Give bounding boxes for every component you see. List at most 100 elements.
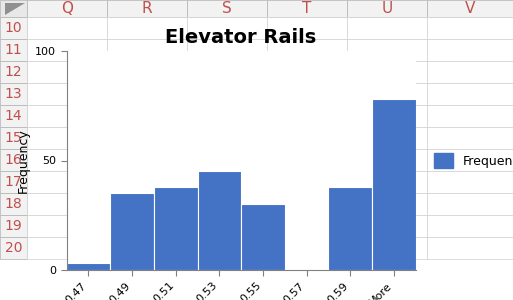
Text: U: U xyxy=(381,1,392,16)
Bar xyxy=(107,149,187,171)
Bar xyxy=(187,83,267,105)
Bar xyxy=(107,237,187,259)
Bar xyxy=(427,171,513,193)
Bar xyxy=(107,39,187,61)
Bar xyxy=(0,17,27,39)
Bar xyxy=(347,149,427,171)
Bar xyxy=(267,193,347,215)
Bar xyxy=(427,215,513,237)
Bar xyxy=(107,17,187,39)
Bar xyxy=(107,105,187,127)
Bar xyxy=(27,17,107,39)
Legend: Frequency: Frequency xyxy=(429,148,513,173)
Bar xyxy=(427,61,513,83)
Text: 16: 16 xyxy=(5,153,23,167)
Bar xyxy=(427,105,513,127)
Bar xyxy=(0,127,27,149)
Bar xyxy=(267,105,347,127)
Bar xyxy=(187,193,267,215)
Bar xyxy=(267,127,347,149)
Bar xyxy=(347,0,427,17)
Bar xyxy=(347,215,427,237)
Bar xyxy=(427,39,513,61)
Bar xyxy=(27,127,107,149)
Bar xyxy=(107,215,187,237)
Bar xyxy=(187,39,267,61)
Bar xyxy=(27,0,107,17)
Bar xyxy=(27,193,107,215)
Bar xyxy=(347,17,427,39)
Bar xyxy=(427,237,513,259)
Text: V: V xyxy=(465,1,475,16)
Bar xyxy=(187,149,267,171)
Text: R: R xyxy=(142,1,152,16)
Text: 14: 14 xyxy=(5,109,22,123)
Bar xyxy=(267,149,347,171)
Bar xyxy=(267,17,347,39)
Bar xyxy=(347,193,427,215)
Bar xyxy=(107,61,187,83)
Bar xyxy=(107,171,187,193)
Text: S: S xyxy=(222,1,232,16)
Text: 10: 10 xyxy=(5,21,22,35)
Bar xyxy=(27,215,107,237)
Bar xyxy=(0,105,27,127)
Bar xyxy=(267,0,347,17)
Text: 11: 11 xyxy=(5,43,23,57)
Bar xyxy=(187,215,267,237)
Bar xyxy=(198,171,241,270)
Bar xyxy=(27,83,107,105)
Bar xyxy=(0,61,27,83)
Bar xyxy=(187,105,267,127)
Bar xyxy=(0,171,27,193)
Y-axis label: Frequency: Frequency xyxy=(17,128,30,193)
Bar xyxy=(187,127,267,149)
Bar xyxy=(427,193,513,215)
Text: 17: 17 xyxy=(5,175,22,189)
Bar xyxy=(27,149,107,171)
Text: Q: Q xyxy=(61,1,73,16)
Bar xyxy=(27,171,107,193)
Bar xyxy=(241,204,285,270)
Bar xyxy=(328,187,372,270)
Title: Elevator Rails: Elevator Rails xyxy=(166,28,317,47)
Bar xyxy=(267,171,347,193)
Bar xyxy=(427,83,513,105)
Bar xyxy=(187,171,267,193)
Bar xyxy=(27,39,107,61)
Bar xyxy=(267,215,347,237)
Bar xyxy=(0,0,27,17)
Bar xyxy=(427,127,513,149)
Bar xyxy=(267,83,347,105)
Bar xyxy=(107,193,187,215)
Bar xyxy=(347,83,427,105)
Bar xyxy=(154,187,198,270)
Bar xyxy=(187,61,267,83)
Bar xyxy=(347,105,427,127)
Bar xyxy=(0,39,27,61)
Bar xyxy=(347,237,427,259)
Bar xyxy=(107,0,187,17)
Bar xyxy=(0,215,27,237)
Bar xyxy=(372,99,416,270)
Text: 12: 12 xyxy=(5,65,22,79)
Bar xyxy=(27,237,107,259)
Bar xyxy=(110,194,154,270)
Bar xyxy=(427,0,513,17)
Bar xyxy=(347,61,427,83)
Bar xyxy=(347,39,427,61)
Bar xyxy=(107,127,187,149)
Bar xyxy=(187,0,267,17)
Bar xyxy=(0,237,27,259)
Text: T: T xyxy=(302,1,312,16)
Text: 13: 13 xyxy=(5,87,22,101)
Polygon shape xyxy=(5,3,25,15)
Text: 19: 19 xyxy=(5,219,23,233)
Bar xyxy=(347,127,427,149)
Bar xyxy=(0,83,27,105)
Bar xyxy=(267,237,347,259)
Bar xyxy=(67,263,110,270)
Bar xyxy=(187,17,267,39)
Bar xyxy=(107,83,187,105)
Bar xyxy=(0,149,27,171)
